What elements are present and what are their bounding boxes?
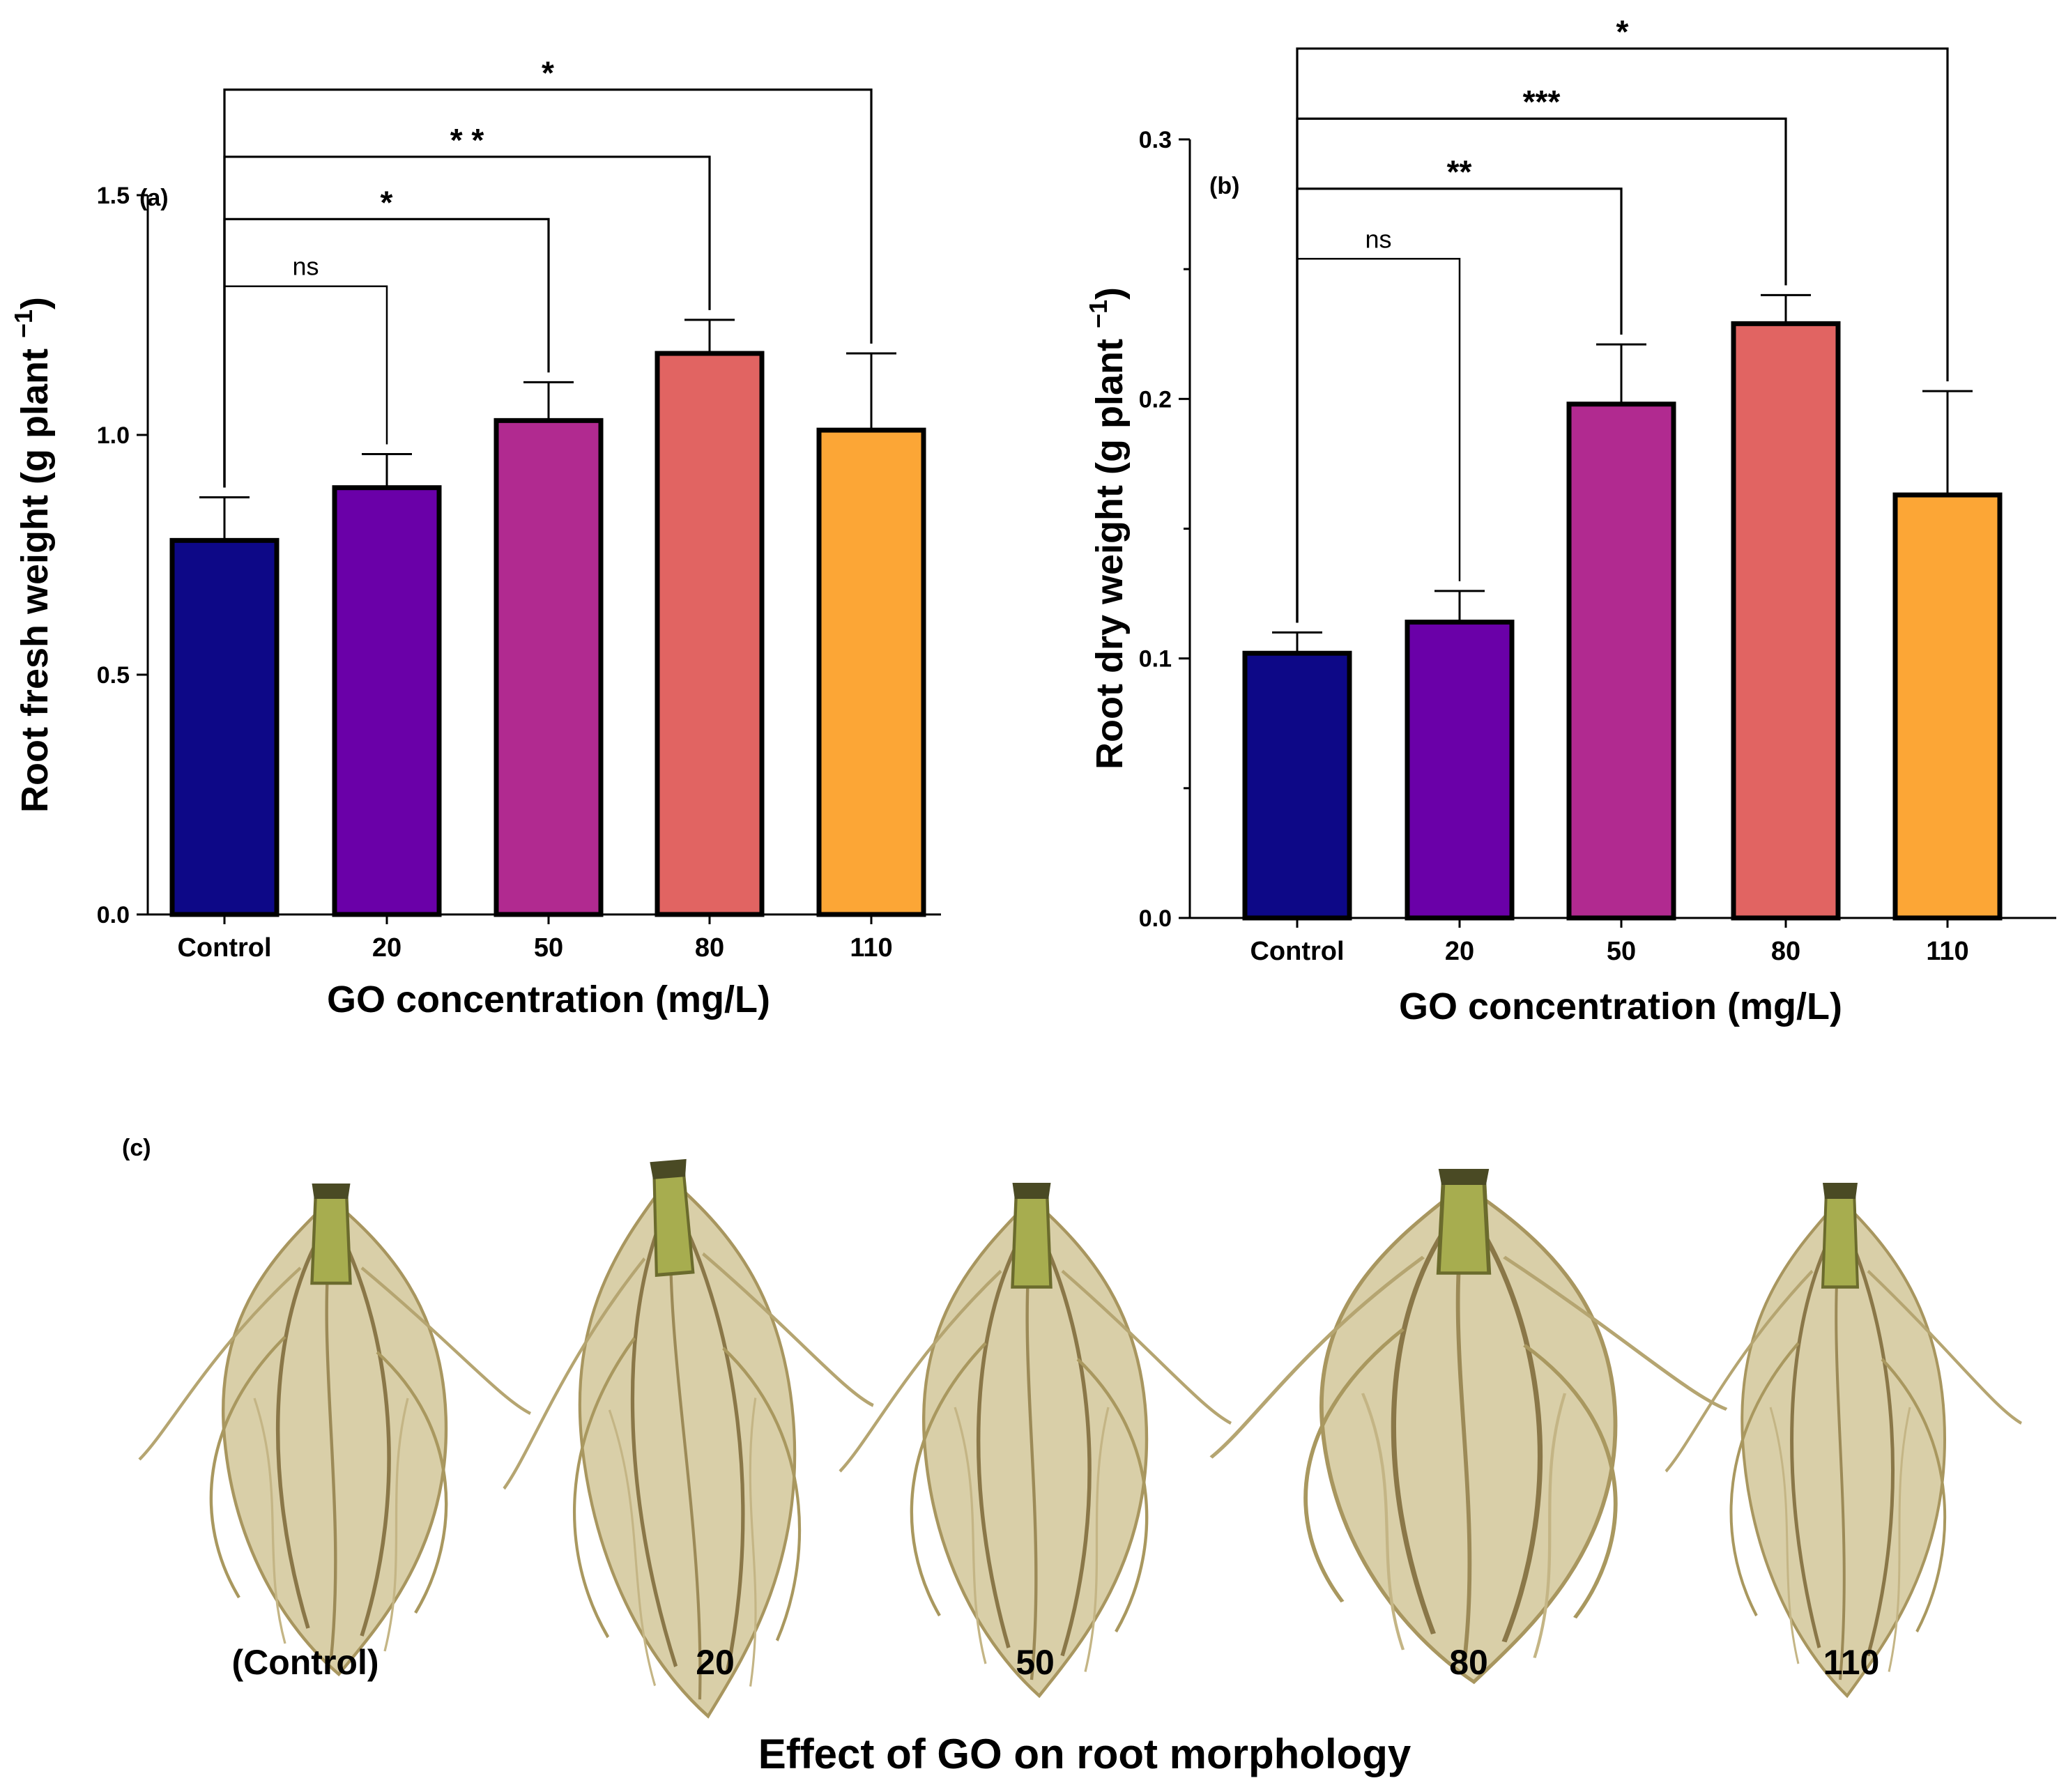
panel-label-a: (a) <box>139 185 169 211</box>
root-photo-80 <box>1211 1169 1727 1682</box>
error-bars-b <box>1272 293 1973 654</box>
y-axis-label-b-close: ) <box>1089 287 1131 300</box>
sig-label-a-2: * * <box>450 122 484 158</box>
figure-caption: Effect of GO on root morphology <box>758 1731 1411 1777</box>
y-tick-label-b-3: 0.3 <box>1139 127 1172 153</box>
bar-a-80 <box>655 351 765 917</box>
x-tick-label-a-20: 20 <box>372 933 401 963</box>
x-axis-label-b: GO concentration (mg/L) <box>1399 986 1842 1027</box>
root-photo-control <box>139 1184 530 1674</box>
photo-label-control: (Control) <box>231 1643 378 1682</box>
root-photo-110 <box>1666 1183 2021 1696</box>
x-tick-label-b-20: 20 <box>1445 937 1474 966</box>
sig-bracket-b-2 <box>1296 117 1787 623</box>
x-ticks-a: Control 20 50 80 110 <box>177 914 893 963</box>
significance-brackets-b: ns****** <box>1296 14 1949 623</box>
panel-label-b: (b) <box>1209 173 1239 199</box>
photo-label-80: 80 <box>1449 1643 1488 1682</box>
sig-label-b-2: *** <box>1523 84 1561 120</box>
root-photo-20 <box>486 1144 891 1732</box>
chart-panel-b: (b) ns****** 0.00.10.20.3 Control 20 50 80 1… <box>1084 14 2056 1027</box>
sig-label-b-1: ** <box>1447 154 1472 190</box>
bar-a-20 <box>332 485 442 917</box>
y-tick-label-a-0: 0.0 <box>97 902 130 928</box>
photo-label-20: 20 <box>696 1643 735 1682</box>
y-axis-label-a-text: Root fresh weight (g plant <box>14 338 56 813</box>
x-tick-label-b-110: 110 <box>1926 937 1968 966</box>
sig-bracket-b-0 <box>1296 258 1461 623</box>
sig-label-a-0: ns <box>292 252 319 281</box>
bars-a <box>169 351 926 917</box>
sig-bracket-a-2 <box>223 155 711 488</box>
bar-a-50 <box>493 418 604 917</box>
y-axis-label-a-sup: −1 <box>9 309 38 338</box>
bar-b-20 <box>1405 620 1515 921</box>
bar-b-80 <box>1731 321 1841 921</box>
bar-b-110 <box>1892 492 2003 921</box>
y-tick-label-b-2: 0.2 <box>1139 386 1172 413</box>
sig-bracket-a-0 <box>223 285 388 488</box>
chart-panel-a: (a) ns * * * * 0.0 0.5 1.0 1.5 Control 20 50 80 11… <box>9 55 941 1020</box>
y-tick-label-a-2: 1.0 <box>97 422 130 449</box>
x-tick-label-b-80: 80 <box>1771 937 1800 966</box>
y-axis-label-a: Root fresh weight (g plant −1) <box>9 297 56 813</box>
x-tick-label-a-50: 50 <box>534 933 563 963</box>
y-ticks-a: 0.0 0.5 1.0 1.5 <box>97 183 148 928</box>
panel-c: (c) (Control) 20 50 80 110 Effect of GO … <box>122 1135 2021 1777</box>
x-tick-label-a-110: 110 <box>850 933 892 963</box>
significance-brackets-a: ns * * * * <box>223 55 873 488</box>
bar-a-110 <box>816 427 926 917</box>
x-axis-label-a: GO concentration (mg/L) <box>327 979 770 1020</box>
bar-a-Control <box>169 537 280 917</box>
sig-bracket-a-3 <box>223 89 873 488</box>
x-tick-label-a-80: 80 <box>695 933 724 963</box>
photo-label-110: 110 <box>1823 1643 1880 1682</box>
y-axis-label-b-sup: −1 <box>1084 300 1112 328</box>
y-ticks-b: 0.0 0.1 0.2 0.3 <box>1139 127 1190 932</box>
sig-label-a-1: * <box>381 184 393 220</box>
y-tick-label-a-1: 0.5 <box>97 662 130 689</box>
x-tick-label-b-50: 50 <box>1607 937 1636 966</box>
root-photo-50 <box>840 1183 1231 1696</box>
bars-b <box>1242 321 2003 921</box>
x-tick-label-b-Control: Control <box>1250 937 1344 966</box>
sig-label-a-3: * <box>542 55 554 91</box>
y-axis-label-b: Root dry weight (g plant −1) <box>1084 287 1131 769</box>
bar-b-Control <box>1242 650 1352 921</box>
photo-label-50: 50 <box>1016 1643 1055 1682</box>
bar-b-50 <box>1566 401 1676 921</box>
y-axis-label-a-close: ) <box>14 297 56 309</box>
x-ticks-b: Control 20 50 80 110 <box>1250 918 1969 966</box>
sig-label-b-3: * <box>1616 14 1629 50</box>
error-bars-a <box>199 319 896 541</box>
y-tick-label-b-0: 0.0 <box>1139 905 1172 932</box>
panel-label-c: (c) <box>122 1135 151 1161</box>
y-tick-label-b-1: 0.1 <box>1139 646 1172 673</box>
sig-label-b-0: ns <box>1365 224 1391 253</box>
x-tick-label-a-Control: Control <box>177 933 271 963</box>
y-tick-label-a-3: 1.5 <box>97 183 130 209</box>
y-axis-label-b-text: Root dry weight (g plant <box>1089 328 1131 769</box>
sig-bracket-b-3 <box>1296 47 1949 623</box>
